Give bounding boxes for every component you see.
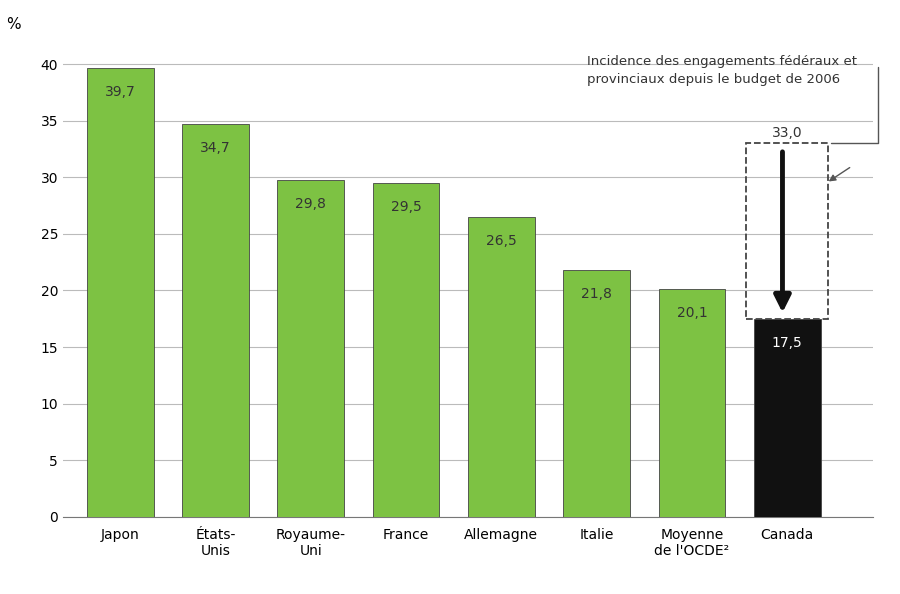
- Text: 34,7: 34,7: [200, 141, 230, 155]
- Bar: [754, 319, 821, 517]
- Text: 21,8: 21,8: [581, 287, 612, 301]
- Bar: [373, 183, 439, 517]
- Text: 29,5: 29,5: [391, 200, 421, 214]
- Text: 33,0: 33,0: [772, 126, 803, 140]
- Text: Incidence des engagements fédéraux et
provinciaux depuis le budget de 2006: Incidence des engagements fédéraux et pr…: [587, 55, 857, 86]
- Text: %: %: [6, 17, 21, 32]
- Bar: [563, 270, 630, 517]
- Text: 20,1: 20,1: [677, 307, 707, 320]
- Bar: [468, 217, 535, 517]
- Text: 17,5: 17,5: [772, 336, 803, 350]
- Bar: [86, 68, 154, 517]
- Bar: [277, 179, 344, 517]
- Text: 39,7: 39,7: [104, 84, 136, 99]
- Bar: [659, 289, 725, 517]
- Bar: [182, 124, 248, 517]
- Text: 26,5: 26,5: [486, 234, 517, 248]
- Text: 29,8: 29,8: [295, 197, 326, 211]
- Bar: [746, 143, 828, 319]
